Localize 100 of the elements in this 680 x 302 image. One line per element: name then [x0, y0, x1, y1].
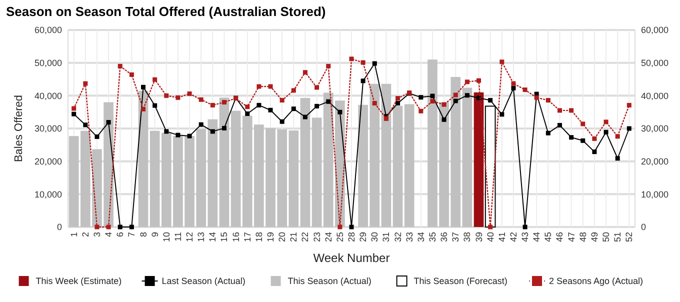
- point: [118, 64, 122, 68]
- chart-title: Season on Season Total Offered (Australian Stored): [6, 4, 326, 19]
- point: [500, 60, 504, 64]
- x-tick-label: 7: [126, 232, 137, 238]
- x-tick-label: 51: [612, 232, 623, 242]
- x-tick-label: 29: [358, 232, 368, 242]
- x-tick-label: 15: [219, 232, 230, 242]
- point: [210, 102, 215, 108]
- point: [580, 138, 586, 143]
- x-tick-label: 22: [300, 232, 310, 242]
- x-tick-label: 46: [554, 232, 565, 242]
- point: [245, 104, 250, 110]
- bar: [138, 90, 148, 227]
- x-tick-label: 18: [254, 232, 264, 242]
- point: [430, 94, 435, 98]
- x-tick-label: 10: [161, 232, 172, 242]
- x-tick-label: 35: [427, 232, 438, 242]
- point: [604, 120, 608, 124]
- x-tick-label: 36: [439, 232, 450, 242]
- x-tick-label: 50: [601, 232, 612, 242]
- point: [291, 88, 296, 93]
- point: [198, 122, 204, 127]
- x-tick-label: 40: [485, 232, 496, 242]
- bar: [219, 98, 230, 227]
- point: [442, 102, 446, 107]
- y-tick-label: 10,000: [34, 189, 62, 200]
- y-tick-label: 20,000: [34, 156, 62, 166]
- point: [626, 126, 632, 131]
- legend-label: This Season (Forecast): [414, 276, 508, 286]
- bar: [474, 92, 484, 227]
- y-tick-label: 0: [56, 222, 62, 232]
- x-tick-label: 32: [392, 232, 403, 242]
- x-tick-label: 13: [196, 232, 206, 242]
- x-tick-label: 31: [381, 232, 392, 242]
- x-axis-title: Week Number: [313, 251, 390, 265]
- point: [222, 100, 226, 104]
- point: [453, 98, 458, 104]
- point: [615, 156, 620, 161]
- point: [511, 86, 516, 90]
- x-tick-label: 34: [416, 232, 426, 242]
- bar: [392, 106, 403, 227]
- bar: [150, 130, 160, 227]
- point: [94, 224, 100, 230]
- point: [141, 84, 146, 90]
- point: [152, 103, 158, 108]
- point: [129, 224, 134, 230]
- point: [580, 122, 586, 126]
- x-tick-label: 16: [230, 232, 241, 242]
- point: [72, 112, 76, 116]
- y-tick-label: 50,000: [34, 58, 62, 68]
- point: [615, 134, 620, 139]
- point: [604, 130, 608, 134]
- point: [372, 100, 377, 106]
- point: [94, 134, 100, 139]
- y2-tick-label: 30,000: [641, 124, 669, 134]
- point: [418, 108, 424, 114]
- x-tick-label: 17: [242, 232, 252, 242]
- point: [106, 120, 111, 125]
- point: [302, 114, 308, 120]
- point: [83, 122, 88, 128]
- point: [141, 106, 146, 112]
- x-tick-label: 25: [334, 232, 345, 242]
- point: [118, 224, 122, 230]
- point: [372, 61, 377, 66]
- point: [464, 93, 470, 98]
- point: [476, 78, 482, 83]
- x-tick-label: 24: [323, 232, 334, 242]
- x-tick-label: 4: [104, 232, 114, 238]
- x-tick-label: 43: [520, 232, 530, 242]
- x-tick-label: 37: [450, 232, 461, 242]
- y-tick-label: 40,000: [34, 90, 62, 101]
- point: [198, 97, 204, 102]
- point: [557, 108, 562, 113]
- point: [488, 224, 493, 230]
- point: [291, 106, 296, 112]
- legend-label: Last Season (Actual): [162, 276, 246, 286]
- point: [210, 129, 215, 134]
- point: [176, 132, 180, 138]
- bar: [381, 84, 392, 227]
- bar: [300, 98, 310, 227]
- point: [302, 70, 308, 75]
- point: [245, 111, 250, 116]
- legend-label: This Week (Estimate): [36, 276, 122, 286]
- y2-tick-label: 20,000: [641, 156, 669, 166]
- point: [314, 104, 320, 108]
- point: [500, 112, 504, 117]
- y2-tick-label: 60,000: [641, 25, 669, 36]
- point: [268, 84, 273, 89]
- x-tick-label: 47: [566, 232, 576, 242]
- point: [338, 224, 342, 230]
- point: [522, 88, 528, 92]
- x-tick-label: 20: [277, 232, 288, 242]
- point: [256, 84, 262, 89]
- point: [338, 110, 342, 114]
- bar: [462, 88, 472, 227]
- point: [418, 95, 424, 100]
- point: [592, 136, 597, 141]
- x-tick-label: 38: [462, 232, 472, 242]
- point: [176, 95, 180, 100]
- y2-tick-label: 50,000: [641, 58, 669, 68]
